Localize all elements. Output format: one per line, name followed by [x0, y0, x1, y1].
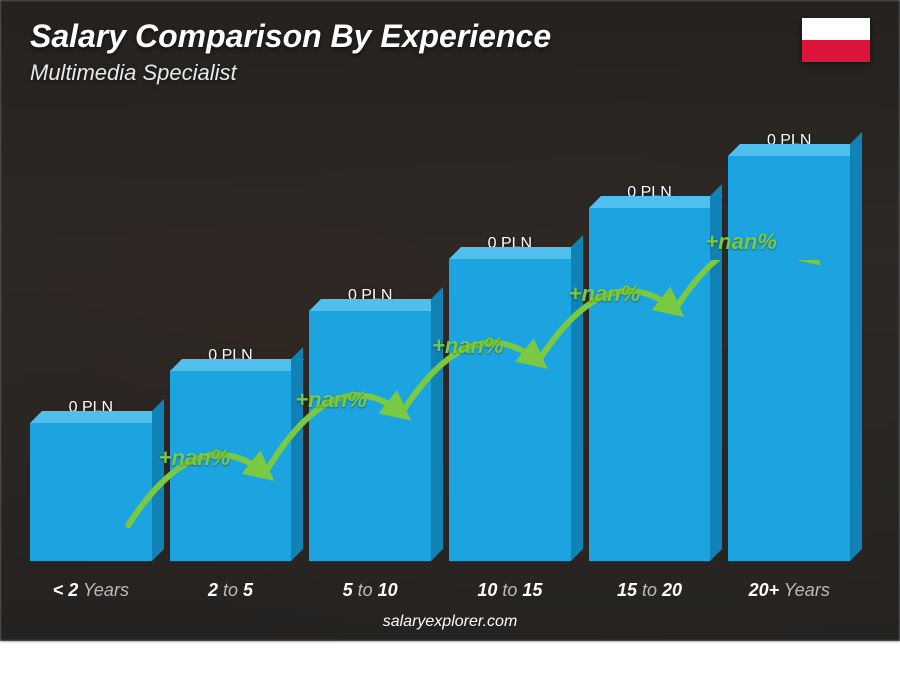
bar-top-face	[449, 247, 583, 259]
chart-title: Salary Comparison By Experience	[30, 18, 551, 55]
bar-top-face	[589, 196, 723, 208]
flag-icon	[802, 18, 870, 62]
bar-slot: 0 PLN	[309, 287, 431, 561]
bar-side-face	[850, 132, 862, 561]
bar	[30, 423, 152, 561]
bar-front	[449, 259, 571, 561]
x-axis-label: 2 to 5	[170, 580, 292, 601]
bar	[589, 208, 711, 561]
bar	[309, 311, 431, 561]
x-axis-label: 15 to 20	[589, 580, 711, 601]
x-axis-label: 20+ Years	[728, 580, 850, 601]
chart-subtitle: Multimedia Specialist	[30, 60, 237, 86]
bar-slot: 0 PLN	[589, 184, 711, 561]
bar-slot: 0 PLN	[728, 132, 850, 561]
bar-front	[309, 311, 431, 561]
bar-side-face	[431, 287, 443, 561]
bar	[170, 371, 292, 561]
bar-slot: 0 PLN	[30, 399, 152, 561]
bar-slot: 0 PLN	[170, 347, 292, 561]
x-axis-label: < 2 Years	[30, 580, 152, 601]
bar-side-face	[571, 235, 583, 561]
bar-top-face	[30, 411, 164, 423]
bar-top-face	[309, 299, 443, 311]
x-axis: < 2 Years 2 to 5 5 to 10 10 to 15 15 to 20 20…	[30, 580, 850, 601]
bar	[728, 156, 850, 561]
bar-slot: 0 PLN	[449, 235, 571, 561]
flag-top-stripe	[802, 18, 870, 40]
bar	[449, 259, 571, 561]
bar-front	[170, 371, 292, 561]
bars-row: 0 PLN0 PLN0 PLN0 PLN0 PLN0 PLN	[30, 130, 850, 561]
bar-chart: 0 PLN0 PLN0 PLN0 PLN0 PLN0 PLN +nan%+nan…	[30, 130, 850, 561]
bar-side-face	[710, 184, 722, 561]
bar-top-face	[170, 359, 304, 371]
bar-front	[589, 208, 711, 561]
x-axis-label: 10 to 15	[449, 580, 571, 601]
bar-side-face	[152, 399, 164, 561]
x-axis-label: 5 to 10	[309, 580, 431, 601]
bar-side-face	[291, 347, 303, 561]
bar-front	[728, 156, 850, 561]
bar-front	[30, 423, 152, 561]
bar-top-face	[728, 144, 862, 156]
footer-credit: salaryexplorer.com	[0, 613, 900, 631]
chart-container: Salary Comparison By Experience Multimed…	[0, 0, 900, 641]
flag-bottom-stripe	[802, 40, 870, 62]
